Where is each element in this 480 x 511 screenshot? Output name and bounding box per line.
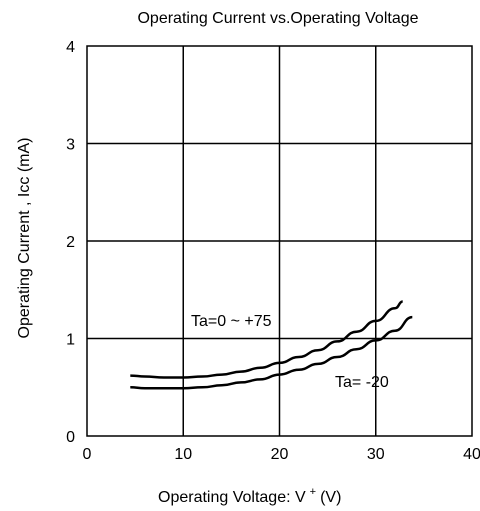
x-axis-label-unit: (V)	[320, 489, 341, 506]
grid	[86, 45, 473, 437]
plot-frame	[86, 45, 473, 437]
series-label-cold: Ta= -20	[335, 374, 389, 391]
ticks: 0 10 20 30 40 0 1 2 3 4	[66, 39, 480, 463]
x-axis-label: Operating Voltage: V + (V)	[158, 486, 341, 506]
x-axis-label-sup: +	[310, 486, 316, 498]
x-axis-label-text: Operating Voltage: V	[158, 489, 306, 506]
y-tick-label: 4	[66, 39, 75, 56]
y-tick-label: 2	[66, 234, 75, 251]
series-label-warm: Ta=0 ~ +75	[191, 313, 272, 330]
y-axis-label: Operating Current , Icc (mA)	[16, 138, 33, 339]
series-line-0	[130, 300, 403, 379]
x-tick-label: 20	[271, 446, 289, 463]
x-tick-label: 0	[83, 446, 92, 463]
series-layer	[130, 300, 413, 390]
y-tick-label: 1	[66, 332, 75, 349]
y-tick-label: 0	[66, 429, 75, 446]
x-tick-label: 10	[174, 446, 192, 463]
chart-title: Operating Current vs.Operating Voltage	[137, 10, 418, 27]
x-tick-label: 30	[367, 446, 385, 463]
x-tick-label: 40	[463, 446, 480, 463]
y-tick-label: 3	[66, 137, 75, 154]
series-line-1	[130, 315, 413, 390]
